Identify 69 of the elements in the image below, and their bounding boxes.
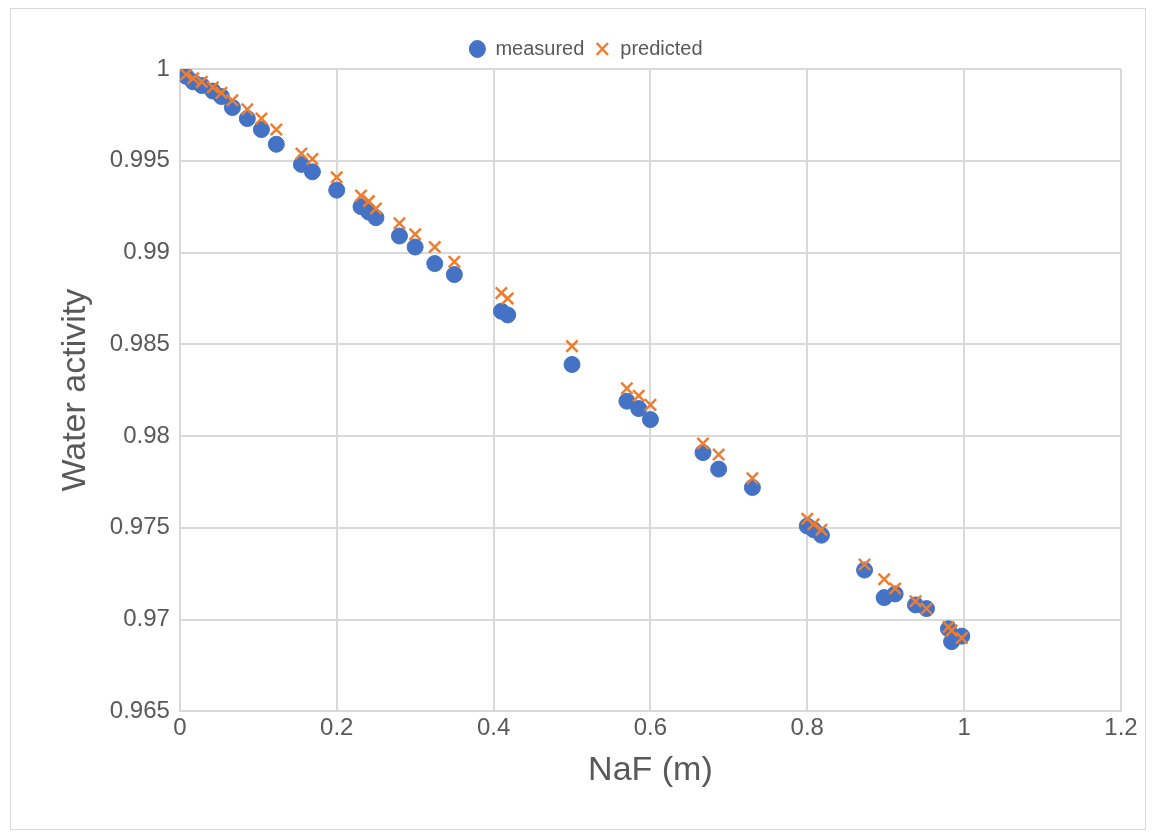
point	[267, 135, 285, 153]
y-tick-label: 0.98	[123, 420, 170, 448]
point	[711, 447, 726, 462]
point	[696, 436, 710, 451]
point	[563, 356, 581, 373]
y-tick-label: 0.975	[109, 512, 170, 540]
point	[944, 623, 959, 638]
point	[426, 255, 444, 273]
point	[294, 146, 309, 161]
point	[643, 397, 658, 412]
point	[369, 201, 383, 216]
point	[447, 254, 462, 269]
point	[857, 557, 872, 572]
point	[631, 388, 646, 403]
y-tick-label: 0.995	[109, 145, 170, 173]
legend-label: predicted	[620, 36, 703, 59]
point	[500, 291, 515, 306]
x-tick-label: 0	[173, 713, 187, 741]
point	[710, 460, 728, 478]
y-tick-label: 0.99	[123, 237, 170, 265]
point	[361, 194, 376, 209]
point	[328, 181, 346, 199]
y-tick-label: 0.965	[109, 696, 170, 724]
point	[806, 517, 821, 532]
y-tick-label: 1	[156, 53, 170, 81]
point	[354, 188, 368, 203]
point	[888, 581, 903, 596]
point	[814, 522, 829, 537]
point	[641, 411, 659, 429]
x-tick-label: 0.4	[476, 713, 511, 741]
x-tick-label: 0.6	[633, 713, 668, 741]
point	[252, 121, 270, 139]
point	[269, 122, 284, 137]
point	[254, 111, 269, 126]
x-tick-label: 0.2	[320, 713, 354, 741]
point	[499, 306, 517, 324]
point	[329, 170, 344, 185]
point	[406, 238, 424, 256]
point	[494, 286, 509, 300]
x-tick-label: 1	[957, 713, 971, 741]
point	[186, 71, 201, 86]
point	[877, 572, 892, 587]
point	[225, 93, 240, 108]
legend-label: measured	[495, 36, 585, 59]
point	[445, 266, 463, 284]
y-axis-title: Water activity	[53, 288, 92, 492]
point	[800, 511, 815, 526]
point	[240, 102, 255, 117]
x-tick-label: 0.8	[790, 713, 824, 741]
point	[630, 400, 648, 418]
x-axis-title: NaF (m)	[588, 748, 713, 787]
point	[941, 620, 956, 634]
point	[908, 594, 923, 609]
point	[427, 240, 442, 254]
point	[408, 227, 423, 242]
x-tick-label: 1.2	[1104, 713, 1138, 741]
point	[194, 74, 209, 89]
point	[214, 85, 229, 100]
y-tick-label: 0.97	[123, 604, 170, 632]
point	[619, 381, 634, 396]
point	[745, 471, 760, 486]
y-tick-label: 0.985	[109, 328, 170, 356]
point	[390, 227, 408, 245]
point	[954, 631, 969, 645]
point	[392, 216, 407, 231]
point	[303, 163, 321, 181]
point	[205, 80, 220, 95]
point	[305, 152, 320, 166]
point	[565, 339, 579, 354]
